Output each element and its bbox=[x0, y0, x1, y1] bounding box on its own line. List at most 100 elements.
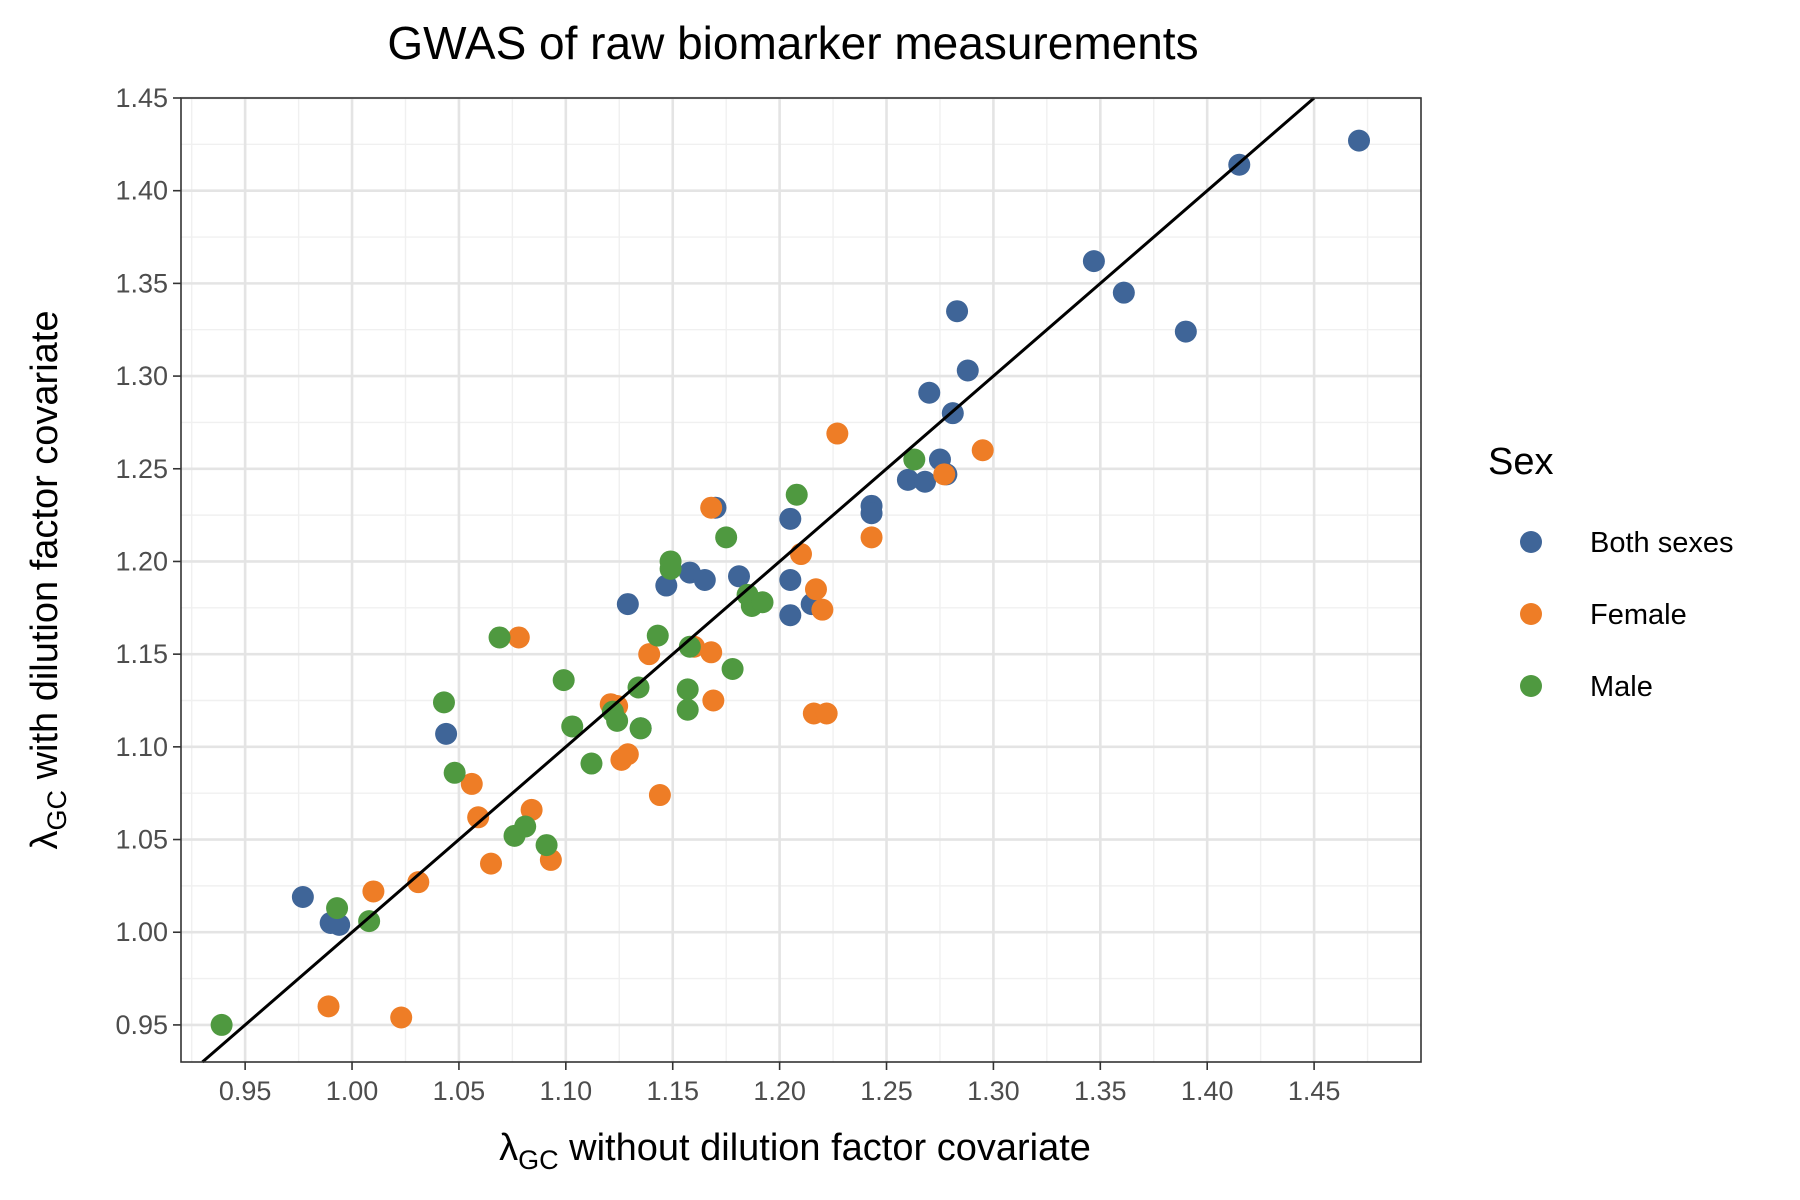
x-tick-label: 1.10 bbox=[540, 1076, 593, 1106]
data-point-male bbox=[488, 626, 511, 649]
data-point-male bbox=[721, 657, 744, 680]
data-point-male bbox=[561, 715, 584, 738]
x-axis-label-text: without dilution factor covariate bbox=[559, 1127, 1091, 1169]
data-point-female bbox=[700, 641, 723, 664]
y-tick-label: 0.95 bbox=[115, 1010, 168, 1040]
data-point-male bbox=[443, 761, 466, 784]
data-point-female bbox=[811, 598, 834, 621]
data-point-male bbox=[785, 483, 808, 506]
data-point-female bbox=[790, 543, 812, 566]
y-tick-label: 1.15 bbox=[115, 639, 168, 669]
data-point-both-sexes bbox=[616, 593, 639, 616]
data-point-both-sexes bbox=[1082, 250, 1105, 273]
grid-minor bbox=[181, 98, 1421, 1062]
x-tick-label: 1.30 bbox=[967, 1076, 1020, 1106]
y-tick-label: 1.35 bbox=[115, 268, 168, 298]
y-axis: 0.95 1.00 1.05 1.10 1.15 1.20 1.25 1.30 1.35 1.40… bbox=[115, 83, 181, 1040]
data-point-female bbox=[826, 422, 849, 445]
data-point-both-sexes bbox=[956, 359, 979, 382]
data-point-both-sexes bbox=[946, 300, 969, 323]
data-point-both-sexes bbox=[1112, 281, 1135, 304]
data-point-female bbox=[804, 578, 827, 601]
data-point-male bbox=[646, 624, 669, 647]
data-point-male bbox=[358, 910, 381, 933]
data-point-male bbox=[715, 526, 738, 549]
data-point-both-sexes bbox=[779, 507, 802, 530]
data-point-both-sexes bbox=[291, 886, 314, 909]
legend-label-female: Female bbox=[1590, 599, 1687, 631]
y-tick-label: 1.40 bbox=[115, 176, 168, 206]
data-point-male bbox=[676, 678, 699, 701]
data-point-female bbox=[480, 852, 502, 875]
y-axis-label: λGC with dilution factor covariate bbox=[24, 311, 72, 850]
data-point-both-sexes bbox=[328, 913, 351, 936]
data-point-male bbox=[606, 709, 629, 732]
x-tick-label: 1.45 bbox=[1288, 1076, 1341, 1106]
data-point-both-sexes bbox=[655, 574, 678, 597]
x-tick-label: 1.20 bbox=[753, 1076, 806, 1106]
data-point-female bbox=[815, 702, 838, 725]
data-point-female bbox=[616, 743, 639, 766]
y-axis-label-subscript: GC bbox=[42, 790, 72, 831]
data-point-both-sexes bbox=[896, 468, 919, 491]
legend-label-male: Male bbox=[1590, 671, 1653, 703]
data-point-male bbox=[432, 691, 455, 714]
data-point-male bbox=[629, 717, 652, 740]
data-point-both-sexes bbox=[779, 569, 802, 591]
y-tick-label: 1.45 bbox=[115, 83, 168, 113]
legend: Sex Both sexes Female Male bbox=[1488, 441, 1733, 703]
y-tick-label: 1.00 bbox=[115, 917, 168, 947]
data-point-female bbox=[407, 871, 430, 894]
x-axis-label-subscript: GC bbox=[518, 1145, 559, 1175]
x-tick-label: 0.95 bbox=[219, 1076, 272, 1106]
data-point-male bbox=[678, 635, 701, 658]
plot-border bbox=[180, 97, 1422, 1063]
data-point-male bbox=[751, 591, 774, 614]
x-axis-label-symbol: λ bbox=[499, 1127, 518, 1169]
data-point-both-sexes bbox=[1174, 320, 1197, 343]
data-point-both-sexes bbox=[779, 604, 802, 627]
x-tick-label: 1.40 bbox=[1181, 1076, 1234, 1106]
x-axis: 0.95 1.00 1.05 1.10 1.15 1.20 1.25 1.30 1.35 1.40… bbox=[219, 1062, 1341, 1106]
data-point-female bbox=[460, 772, 483, 795]
data-point-male bbox=[580, 752, 603, 775]
data-point-female bbox=[317, 995, 340, 1018]
y-tick-label: 1.05 bbox=[115, 825, 168, 855]
data-point-female bbox=[933, 463, 956, 486]
data-point-female bbox=[390, 1006, 413, 1029]
plot-area bbox=[180, 96, 1422, 1064]
data-point-female bbox=[362, 880, 385, 903]
data-point-male bbox=[535, 834, 558, 857]
legend-label-both-sexes: Both sexes bbox=[1590, 527, 1733, 559]
data-point-female bbox=[860, 526, 883, 549]
data-point-female bbox=[467, 806, 490, 829]
reference-line-y-equals-x bbox=[201, 96, 1316, 1064]
data-point-both-sexes bbox=[918, 381, 941, 404]
y-tick-label: 1.25 bbox=[115, 454, 168, 484]
x-tick-label: 1.35 bbox=[1074, 1076, 1127, 1106]
data-point-both-sexes bbox=[728, 565, 750, 588]
x-tick-label: 1.15 bbox=[646, 1076, 699, 1106]
data-point-female bbox=[507, 626, 530, 649]
data-point-female bbox=[971, 439, 994, 462]
data-point-female bbox=[700, 496, 723, 519]
data-point-male bbox=[627, 676, 650, 699]
data-point-female bbox=[702, 689, 725, 712]
y-tick-label: 1.20 bbox=[115, 546, 168, 576]
x-tick-label: 1.05 bbox=[433, 1076, 486, 1106]
data-point-male bbox=[659, 557, 682, 580]
data-point-female bbox=[648, 784, 671, 807]
legend-key-both-sexes bbox=[1520, 531, 1542, 553]
data-point-both-sexes bbox=[435, 722, 458, 745]
data-points bbox=[210, 129, 1370, 1036]
legend-key-male bbox=[1520, 675, 1542, 697]
y-tick-label: 1.30 bbox=[115, 361, 168, 391]
data-point-male bbox=[210, 1013, 233, 1036]
x-tick-label: 1.00 bbox=[326, 1076, 379, 1106]
data-point-both-sexes bbox=[693, 569, 716, 591]
x-axis-label: λGC without dilution factor covariate bbox=[499, 1127, 1091, 1175]
data-point-both-sexes bbox=[860, 502, 883, 525]
data-point-both-sexes bbox=[1348, 129, 1370, 152]
data-point-male bbox=[514, 815, 537, 838]
